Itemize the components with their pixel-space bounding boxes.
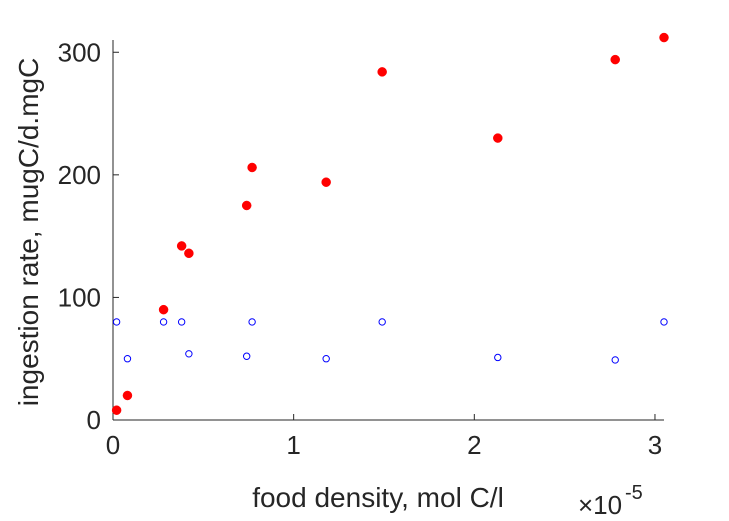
x-axis-label: food density, mol C/l [252, 482, 504, 513]
axes: 0 1 2 3 0 100 200 300 [58, 37, 664, 460]
data-point [176, 241, 187, 251]
data-point [378, 318, 386, 326]
data-point [660, 318, 668, 326]
data-point [158, 304, 169, 315]
data-point [659, 32, 669, 43]
series-1 [111, 32, 669, 415]
y-tick-label: 300 [58, 37, 101, 67]
y-tick-label: 0 [87, 405, 101, 435]
y-tick-label: 200 [58, 160, 101, 190]
data-point [377, 67, 387, 77]
data-point [247, 162, 257, 173]
data-point [159, 318, 168, 326]
data-point [241, 200, 252, 211]
x-tick-label: 2 [467, 430, 481, 460]
data-point [112, 318, 121, 326]
data-point [611, 356, 619, 364]
data-point [185, 350, 193, 358]
data-point [248, 318, 256, 326]
y-tick-label: 100 [58, 282, 101, 312]
data-point [242, 352, 251, 360]
exponent-base: ×10 [578, 490, 622, 520]
data-point [177, 318, 186, 326]
data-point [111, 405, 122, 415]
x-tick-label: 0 [106, 430, 120, 460]
data-point [122, 390, 133, 401]
x-tick-label: 1 [286, 430, 300, 460]
series-2 [112, 318, 668, 364]
data-point [322, 355, 330, 363]
data-point [610, 54, 620, 65]
exponent-power: -5 [625, 482, 643, 504]
y-axis-label: ingestion rate, mugC/d.mgC [13, 58, 44, 407]
data-points [111, 32, 669, 415]
x-tick-label: 3 [648, 430, 662, 460]
data-point [321, 177, 331, 187]
data-point [494, 353, 502, 362]
data-point [493, 133, 503, 143]
x-exponent-label: ×10 -5 [578, 482, 643, 520]
data-point [123, 355, 132, 363]
data-point [184, 248, 194, 259]
